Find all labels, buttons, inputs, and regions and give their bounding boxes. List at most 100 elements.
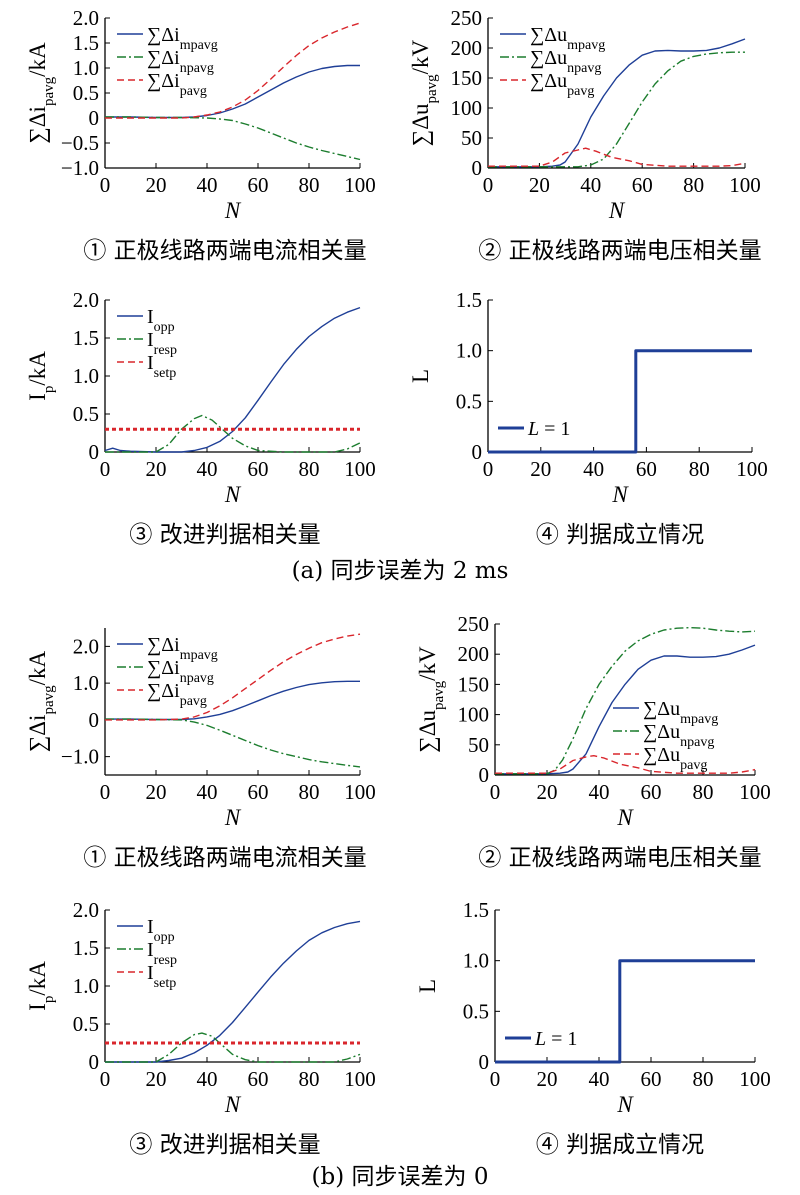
legend-label: ∑Δipavg [147,680,207,709]
x-tick-label: 40 [197,173,218,197]
series-line [105,116,361,161]
series-line [105,64,360,119]
subplot-caption: ③ 改进判据相关量 [129,1132,320,1158]
legend-label: Iresp [147,939,177,968]
legend-label: ∑Δumpavg [530,24,605,53]
figure-caption-a: (a) 同步误差为 2 ms [292,558,509,584]
y-tick-label: 0.5 [73,402,99,426]
y-tick-label: 0.5 [456,389,482,413]
chart-b3: 0 20 40 60 80 100 0 0.5 1.0 1.5 2.0 N Ip/kA ③ 改进判据相关量… [25,898,376,1158]
x-tick-label: 100 [739,780,771,804]
y-tick-label: 0 [472,440,483,464]
legend-label: ∑Δimpavg [147,24,218,53]
legend-label: ∑Δunpavg [530,47,601,76]
subplot-caption: ③ 改进判据相关量 [129,522,320,548]
x-tick-label: 20 [146,457,167,481]
y-tick-label: 1.0 [73,364,99,388]
x-axis-label: N [224,805,242,830]
y-tick-label: 1.0 [463,949,489,973]
y-tick-label: 2.0 [73,634,99,658]
x-tick-label: 100 [344,780,376,804]
x-tick-label: 80 [299,780,320,804]
x-tick-label: 60 [248,173,269,197]
x-tick-label: 80 [689,457,710,481]
series-line [105,1032,361,1063]
y-tick-label: 150 [458,672,490,696]
y-tick-label: 150 [451,66,483,90]
y-tick-label: 1.5 [456,288,482,312]
series-line [495,959,755,1064]
series-line [488,147,746,167]
legend-label: ∑Δupavg [643,744,707,773]
series-line [105,718,361,768]
y-tick-label: 0.5 [73,81,99,105]
x-tick-label: 20 [146,1067,167,1091]
figure-caption-b: (b) 同步误差为 0 [312,1164,489,1190]
x-tick-label: 80 [693,1067,714,1091]
legend-label: Isetp [147,352,176,381]
subplot-caption: ① 正极线路两端电流相关量 [83,238,366,264]
y-tick-label: 200 [458,642,490,666]
legend-label: L = 1 [527,418,570,440]
x-tick-label: 40 [197,1067,218,1091]
y-tick-label: 1.0 [456,339,482,363]
x-tick-label: 80 [683,173,704,197]
y-tick-label: 1.0 [73,671,99,695]
y-tick-label: 1.5 [73,326,99,350]
x-tick-label: 20 [146,173,167,197]
x-tick-label: 40 [589,780,610,804]
series-line [488,349,752,454]
legend-label: Isetp [147,962,176,991]
y-axis-label: ∑Δupavg/kV [415,646,447,753]
x-axis-label: N [608,198,626,223]
legend-label: ∑Δumpavg [643,698,718,727]
x-tick-label: 40 [583,457,604,481]
series-line [495,626,756,775]
x-tick-label: 0 [100,173,111,197]
legend: ∑Δumpavg∑Δunpavg∑Δupavg [613,698,718,773]
x-tick-label: 80 [299,173,320,197]
y-tick-label: 1.5 [463,898,489,922]
subplot-caption: ② 正极线路两端电压相关量 [478,238,761,264]
x-tick-label: 0 [490,780,501,804]
legend-label: ∑Δupavg [530,70,594,99]
legend-label: ∑Δinpavg [147,47,214,76]
y-tick-label: 250 [451,6,483,30]
x-tick-label: 20 [146,780,167,804]
y-tick-label: −1.0 [61,156,99,180]
x-tick-label: 0 [490,1067,501,1091]
y-tick-label: 50 [468,733,489,757]
x-tick-label: 20 [537,1067,558,1091]
chart-b1: 0 20 40 60 80 100−1.001.02.0N∑Δipavg/kA① 正极线路… [25,628,376,871]
y-tick-label: 1.0 [73,974,99,998]
x-axis-label: N [224,482,242,507]
series-line [488,38,746,168]
y-tick-label: 50 [461,126,482,150]
x-tick-label: 60 [248,457,269,481]
x-axis-label: N [616,805,634,830]
legend-label: Iresp [147,329,177,358]
y-tick-label: 1.5 [73,31,99,55]
x-tick-label: 100 [739,1067,771,1091]
x-tick-label: 20 [529,173,550,197]
y-tick-label: 2.0 [73,6,99,30]
x-tick-label: 40 [197,780,218,804]
y-axis-label: ∑Δupavg/kV [408,39,440,146]
series-line [105,920,361,1063]
x-tick-label: 20 [537,780,558,804]
x-tick-label: 80 [693,780,714,804]
legend-label: ∑Δipavg [147,70,207,99]
x-tick-label: 60 [641,1067,662,1091]
y-axis-label: ∑Δipavg/kA [25,650,57,752]
legend: ∑Δimpavg∑Δinpavg∑Δipavg [117,24,218,99]
y-tick-label: 100 [451,96,483,120]
series-line [105,414,361,453]
y-tick-label: 0 [89,106,100,130]
y-tick-label: 0 [89,708,100,732]
y-axis-label: L [415,979,440,993]
x-tick-label: 0 [483,457,494,481]
chart-a4: 0 20 40 60 80 100 0 0.5 1.0 1.5 N L ④ 判据成立情况 L = 1 [408,288,768,548]
y-tick-label: 250 [458,612,490,636]
y-tick-label: 100 [458,703,490,727]
